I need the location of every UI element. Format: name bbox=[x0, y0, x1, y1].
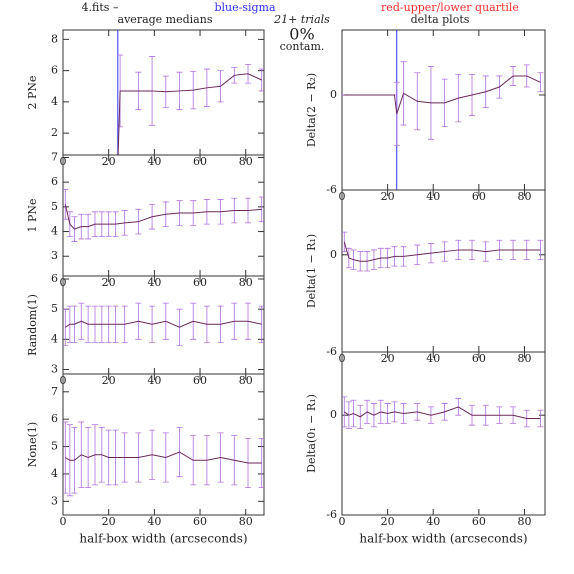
error-bar bbox=[63, 189, 69, 220]
y-tick-label: 5 bbox=[51, 200, 58, 213]
x-tick-label: 80 bbox=[239, 155, 253, 168]
quartile-note: red-upper/lower quartile bbox=[381, 1, 519, 14]
x-tick-label: 60 bbox=[193, 276, 207, 289]
panel-frame bbox=[62, 275, 265, 375]
panel-frame bbox=[341, 29, 546, 191]
left-title: average medians bbox=[118, 13, 213, 26]
x-tick-label: 20 bbox=[381, 352, 395, 365]
error-bar bbox=[258, 68, 264, 92]
x-tick-label: 60 bbox=[193, 515, 207, 528]
x-tick-label: 40 bbox=[147, 276, 161, 289]
error-bar bbox=[258, 305, 264, 343]
x-tick-label: 60 bbox=[193, 155, 207, 168]
x-tick-label: 20 bbox=[381, 190, 395, 203]
y-axis-label: 1 PNe bbox=[26, 198, 39, 232]
y-tick-label: 6 bbox=[51, 412, 58, 425]
y-tick-label: 2 bbox=[51, 126, 58, 139]
panel-frame bbox=[341, 351, 546, 516]
y-tick-label: 4 bbox=[51, 467, 58, 480]
plot-area bbox=[342, 30, 544, 190]
y-tick-label: 6 bbox=[51, 175, 58, 188]
median-line bbox=[343, 406, 541, 420]
panel-frame bbox=[62, 29, 265, 156]
x-tick-label: 40 bbox=[147, 374, 161, 387]
y-tick-label: 5 bbox=[51, 440, 58, 453]
y-tick-label: -6 bbox=[326, 508, 337, 521]
x-tick-label: 60 bbox=[472, 190, 486, 203]
x-tick-label: 40 bbox=[147, 155, 161, 168]
y-tick-label: -6 bbox=[326, 345, 337, 358]
x-tick-label: 40 bbox=[147, 515, 161, 528]
y-tick-label: 0 bbox=[330, 408, 337, 421]
x-tick-label: 80 bbox=[517, 352, 531, 365]
sigma-note: blue-sigma bbox=[214, 1, 276, 14]
error-bar bbox=[258, 196, 264, 223]
x-tick-label: 20 bbox=[102, 515, 116, 528]
median-line bbox=[117, 73, 262, 155]
x-tick-label: 80 bbox=[517, 190, 531, 203]
y-tick-label: 6 bbox=[51, 272, 58, 285]
median-line bbox=[343, 241, 541, 262]
x-tick-label: 80 bbox=[239, 374, 253, 387]
x-tick-label: 60 bbox=[472, 352, 486, 365]
x-tick-label: 20 bbox=[102, 155, 116, 168]
y-tick-label: 0 bbox=[330, 88, 337, 101]
plot-area bbox=[342, 231, 544, 272]
x-tick-label: 40 bbox=[426, 190, 440, 203]
plot-area bbox=[63, 189, 264, 242]
right-title: delta plots bbox=[411, 13, 470, 26]
panel-frame bbox=[62, 373, 265, 516]
x-tick-label: 80 bbox=[239, 515, 253, 528]
y-axis-label: Delta(1 − R₁) bbox=[305, 234, 318, 308]
x-tick-label: 0 bbox=[339, 515, 346, 528]
y-tick-label: 4 bbox=[51, 95, 58, 108]
y-tick-label: 8 bbox=[51, 32, 58, 45]
y-tick-label: 3 bbox=[51, 494, 58, 507]
y-axis-label: Delta(2 − R₂) bbox=[305, 73, 318, 147]
plot-area bbox=[63, 302, 264, 346]
y-tick-label: 7 bbox=[51, 385, 58, 398]
y-tick-label: 7 bbox=[51, 150, 58, 163]
file-name: 4.fits – bbox=[82, 1, 119, 14]
x-axis-label: half-box width (arcseconds) bbox=[359, 532, 527, 546]
y-axis-label: Random(1) bbox=[26, 294, 39, 356]
y-tick-label: -6 bbox=[326, 183, 337, 196]
y-tick-label: 5 bbox=[51, 302, 58, 315]
x-tick-label: 80 bbox=[517, 515, 531, 528]
x-tick-label: 20 bbox=[381, 515, 395, 528]
median-line bbox=[64, 204, 262, 230]
x-tick-label: 0 bbox=[60, 515, 67, 528]
trials: 21+ trials bbox=[273, 13, 330, 26]
y-tick-label: 4 bbox=[51, 332, 58, 345]
y-tick-label: 6 bbox=[51, 64, 58, 77]
contam: contam. bbox=[280, 40, 325, 53]
y-tick-label: 3 bbox=[51, 249, 58, 262]
median-line bbox=[65, 451, 262, 464]
median-line bbox=[65, 320, 262, 328]
x-tick-label: 80 bbox=[239, 276, 253, 289]
y-axis-label: Delta(0₁ − R₁) bbox=[305, 394, 318, 473]
x-tick-label: 60 bbox=[193, 374, 207, 387]
x-tick-label: 60 bbox=[472, 515, 486, 528]
panel-frame bbox=[341, 189, 546, 353]
y-tick-label: 4 bbox=[51, 225, 58, 238]
y-axis-label: 2 PNe bbox=[26, 75, 39, 109]
median-line bbox=[344, 75, 541, 115]
plot-area bbox=[63, 421, 264, 497]
y-tick-label: 0 bbox=[330, 248, 337, 261]
error-bar bbox=[258, 437, 264, 489]
x-tick-label: 20 bbox=[102, 374, 116, 387]
y-axis-label: None(1) bbox=[26, 422, 39, 467]
contam-pct: 0% bbox=[289, 25, 314, 44]
x-axis-label: half-box width (arcseconds) bbox=[79, 532, 247, 546]
y-tick-label: 3 bbox=[51, 362, 58, 375]
plot-area bbox=[117, 30, 264, 155]
plot-area bbox=[342, 396, 544, 429]
x-tick-label: 40 bbox=[426, 515, 440, 528]
panel-frame bbox=[62, 154, 265, 277]
x-tick-label: 40 bbox=[426, 352, 440, 365]
x-tick-label: 20 bbox=[102, 276, 116, 289]
